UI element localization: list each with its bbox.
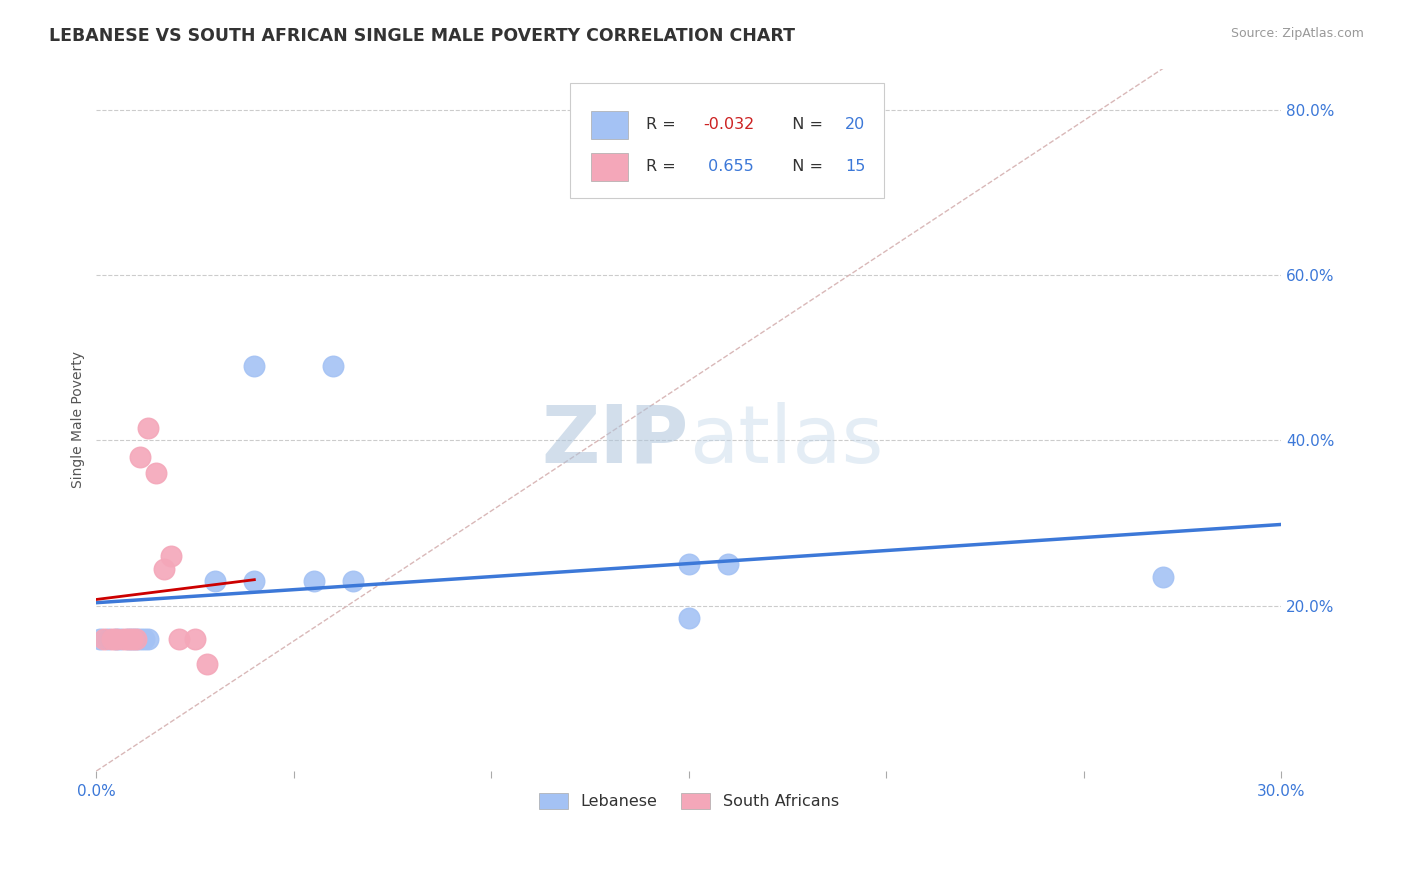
Point (243, 359, 266, 373)
Point (184, 632, 207, 646)
Point (1152, 570, 1174, 584)
Point (169, 632, 191, 646)
Text: atlas: atlas (689, 402, 883, 480)
Point (93, 632, 115, 646)
Text: Source: ZipAtlas.com: Source: ZipAtlas.com (1230, 27, 1364, 40)
Point (717, 558, 740, 572)
Point (160, 549, 183, 563)
Point (132, 632, 155, 646)
Text: ZIP: ZIP (541, 402, 689, 480)
Text: 0.655: 0.655 (703, 160, 754, 174)
Text: 20: 20 (845, 117, 866, 132)
Point (145, 467, 167, 481)
Point (195, 657, 218, 671)
Point (105, 632, 128, 646)
Point (342, 574, 364, 588)
Bar (591, 111, 628, 139)
Point (112, 632, 135, 646)
Point (136, 632, 159, 646)
Text: R =: R = (647, 160, 681, 174)
Text: R =: R = (647, 117, 681, 132)
Point (101, 632, 124, 646)
Point (117, 632, 139, 646)
Text: N =: N = (783, 117, 828, 132)
Point (128, 450, 150, 464)
Text: 15: 15 (845, 160, 866, 174)
Legend: Lebanese, South Africans: Lebanese, South Africans (533, 787, 845, 816)
Point (97, 632, 120, 646)
Text: -0.032: -0.032 (703, 117, 755, 132)
Point (108, 632, 131, 646)
Point (152, 561, 174, 575)
Text: N =: N = (783, 160, 828, 174)
Point (322, 359, 344, 373)
Y-axis label: Single Male Poverty: Single Male Poverty (72, 351, 86, 488)
Point (136, 421, 159, 435)
Point (128, 632, 150, 646)
Point (243, 574, 266, 588)
Point (302, 574, 325, 588)
Point (89, 632, 111, 646)
Bar (591, 153, 628, 181)
FancyBboxPatch shape (571, 83, 884, 199)
Text: LEBANESE VS SOUTH AFRICAN SINGLE MALE POVERTY CORRELATION CHART: LEBANESE VS SOUTH AFRICAN SINGLE MALE PO… (49, 27, 796, 45)
Point (117, 632, 139, 646)
Point (105, 632, 128, 646)
Point (121, 632, 143, 646)
Point (125, 632, 148, 646)
Point (204, 574, 226, 588)
Point (678, 611, 700, 625)
Point (678, 558, 700, 572)
Point (121, 632, 143, 646)
Point (125, 632, 148, 646)
